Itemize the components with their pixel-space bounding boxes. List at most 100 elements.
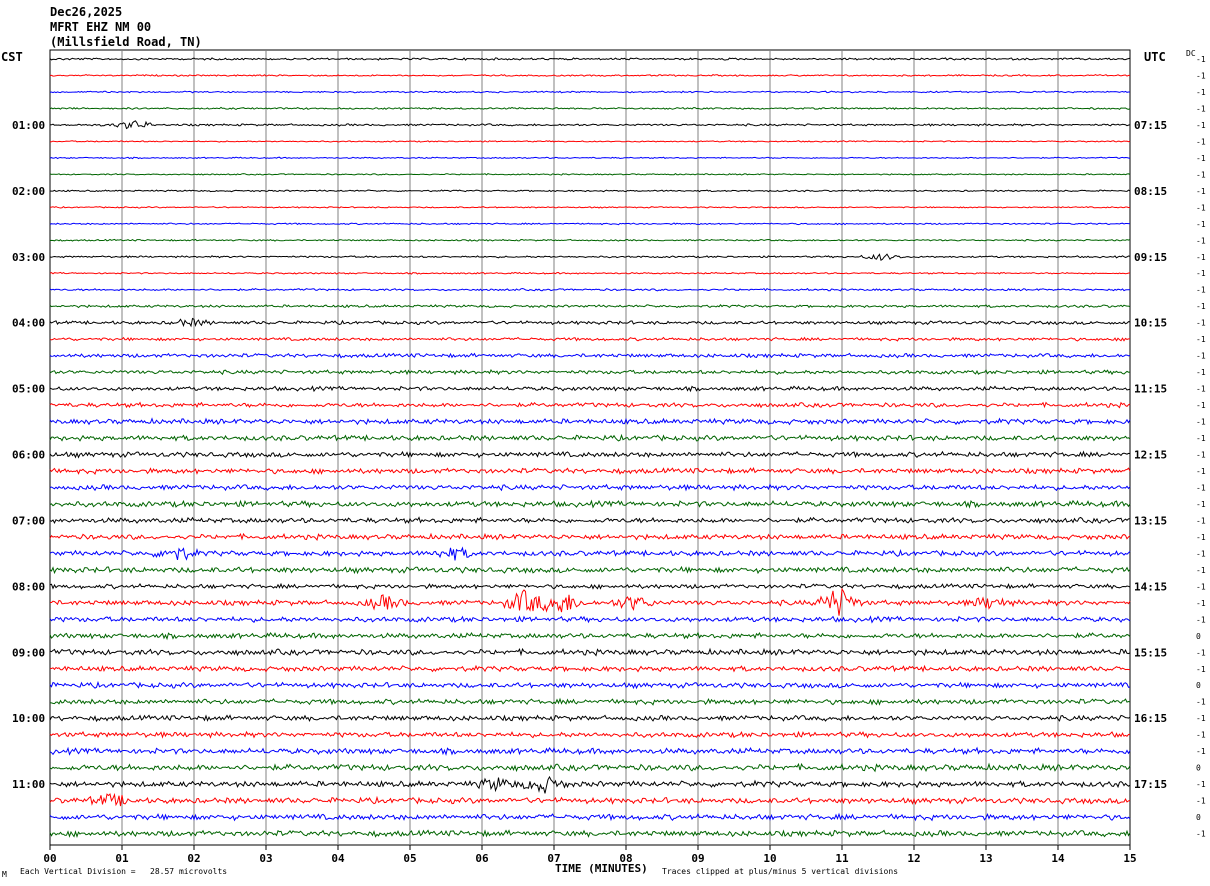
trace-40 — [49, 714, 1131, 723]
plot-frame — [49, 49, 1131, 846]
header-date: Dec26,2025 — [50, 5, 123, 19]
dc-offset-label: -1 — [1196, 55, 1206, 64]
x-tick-label: 13 — [979, 852, 992, 865]
trace-22 — [49, 417, 1131, 426]
dc-offset-label: -1 — [1196, 516, 1206, 525]
trace-25 — [49, 466, 1131, 476]
trace-13 — [49, 271, 1131, 275]
trace-46 — [49, 812, 1131, 822]
x-tick-label: 12 — [907, 852, 920, 865]
header-location: (Millsfield Road, TN) — [50, 35, 202, 49]
trace-15 — [49, 304, 1131, 309]
left-hour-label: 07:00 — [12, 514, 45, 527]
trace-36 — [49, 647, 1131, 657]
dc-offset-label: -1 — [1196, 615, 1206, 624]
dc-offset-label: -1 — [1196, 335, 1206, 344]
left-hour-label: 10:00 — [12, 712, 45, 725]
left-hour-label: 05:00 — [12, 383, 45, 396]
trace-32 — [49, 582, 1131, 590]
dc-offset-label: -1 — [1196, 483, 1206, 492]
trace-35 — [49, 631, 1131, 641]
trace-26 — [49, 483, 1131, 492]
dc-offset-label: -1 — [1196, 747, 1206, 756]
dc-offset-label: -1 — [1196, 549, 1206, 558]
dc-offset-label: -1 — [1196, 434, 1206, 443]
trace-9 — [49, 205, 1131, 209]
right-hour-label: 14:15 — [1134, 580, 1167, 593]
left-hour-label: 11:00 — [12, 778, 45, 791]
dc-offset-label: -1 — [1196, 286, 1206, 295]
x-tick-label: 04 — [331, 852, 345, 865]
trace-30 — [49, 546, 1131, 561]
dc-offset-label: -1 — [1196, 731, 1206, 740]
dc-offset-label: -1 — [1196, 665, 1206, 674]
trace-31 — [49, 565, 1131, 575]
dc-offset-label: -1 — [1196, 451, 1206, 460]
dc-offset-label: -1 — [1196, 797, 1206, 806]
right-hour-label: 07:15 — [1134, 119, 1167, 132]
trace-2 — [49, 90, 1130, 94]
left-hour-label: 06:00 — [12, 449, 45, 462]
x-tick-label: 15 — [1123, 852, 1136, 865]
trace-34 — [49, 615, 1131, 624]
dc-offset-label: -1 — [1196, 500, 1206, 509]
right-hour-label: 13:15 — [1134, 514, 1167, 527]
trace-18 — [49, 352, 1131, 359]
dc-offset-label: -1 — [1196, 302, 1206, 311]
x-tick-label: 02 — [187, 852, 200, 865]
right-hour-label: 11:15 — [1134, 383, 1167, 396]
dc-offset-label: 0 — [1196, 813, 1201, 822]
dc-offset-label: -1 — [1196, 401, 1206, 410]
dc-offset-label: -1 — [1196, 71, 1206, 80]
trace-39 — [49, 697, 1131, 706]
left-hour-label: 02:00 — [12, 185, 45, 198]
dc-offset-label: -1 — [1196, 352, 1206, 361]
trace-17 — [49, 336, 1130, 342]
x-axis-title: TIME (MINUTES) — [555, 862, 648, 875]
trace-24 — [49, 450, 1131, 459]
dc-offset-label: -1 — [1196, 830, 1206, 839]
x-tick-label: 06 — [475, 852, 489, 865]
trace-3 — [49, 106, 1131, 111]
dc-offset-label: -1 — [1196, 566, 1206, 575]
dc-offset-label: -1 — [1196, 220, 1206, 229]
dc-offset-label: 0 — [1196, 764, 1201, 773]
right-hour-label: 08:15 — [1134, 185, 1167, 198]
dc-offset-label: -1 — [1196, 533, 1206, 542]
dc-offset-label: -1 — [1196, 203, 1206, 212]
trace-37 — [49, 664, 1131, 673]
x-tick-label: 14 — [1051, 852, 1065, 865]
trace-45 — [49, 792, 1131, 807]
x-tick-label: 11 — [835, 852, 849, 865]
trace-5 — [49, 140, 1131, 143]
left-hour-label: 01:00 — [12, 119, 45, 132]
trace-4 — [49, 120, 1131, 130]
dc-offset-label: -1 — [1196, 648, 1206, 657]
footer-division-note: Each Vertical Division = 28.57 microvolt… — [20, 867, 228, 876]
dc-offset-label: 0 — [1196, 681, 1201, 690]
x-tick-label: 09 — [691, 852, 704, 865]
dc-offset-label: -1 — [1196, 319, 1206, 328]
dc-offset-label: -1 — [1196, 368, 1206, 377]
dc-header-label: DC — [1186, 49, 1196, 58]
trace-43 — [49, 762, 1131, 773]
dc-offset-label: -1 — [1196, 698, 1206, 707]
trace-19 — [49, 369, 1131, 376]
trace-10 — [49, 222, 1131, 226]
x-tick-label: 07 — [547, 852, 560, 865]
right-hour-label: 15:15 — [1134, 646, 1167, 659]
right-hour-label: 10:15 — [1134, 317, 1167, 330]
dc-offset-label: -1 — [1196, 187, 1206, 196]
timezone-left-label: CST — [1, 50, 23, 64]
dc-offset-label: -1 — [1196, 780, 1206, 789]
x-tick-label: 05 — [403, 852, 416, 865]
trace-21 — [49, 401, 1131, 409]
trace-16 — [49, 317, 1131, 328]
dc-offset-label: -1 — [1196, 154, 1206, 163]
right-hour-label: 09:15 — [1134, 251, 1167, 264]
trace-44 — [49, 775, 1131, 794]
left-hour-label: 08:00 — [12, 580, 45, 593]
dc-offset-label: -1 — [1196, 121, 1206, 130]
dc-offset-label: -1 — [1196, 385, 1206, 394]
